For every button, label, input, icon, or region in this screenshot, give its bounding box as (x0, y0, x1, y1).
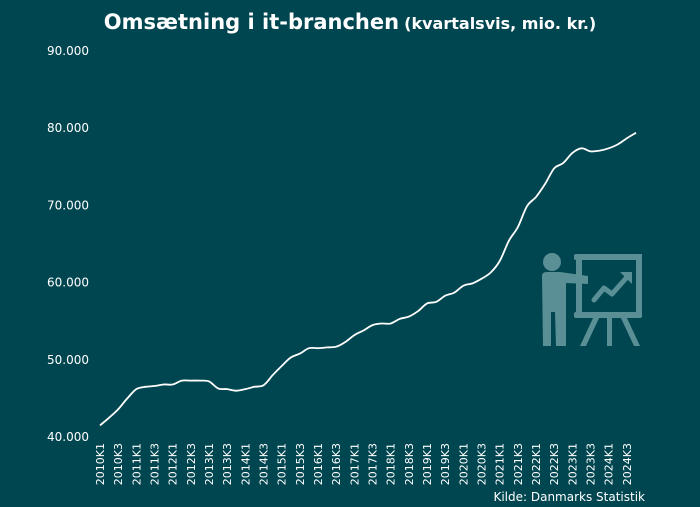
presentation-icon (542, 253, 642, 346)
x-tick-label: 2022K3 (548, 443, 561, 485)
x-tick-label: 2018K3 (403, 443, 416, 485)
source-note: Kilde: Danmarks Statistik (493, 490, 645, 504)
y-tick-label: 40.000 (47, 430, 89, 444)
x-tick-label: 2016K1 (312, 443, 325, 485)
x-tick-label: 2015K1 (276, 443, 289, 485)
x-tick-label: 2021K1 (494, 443, 507, 485)
x-tick-label: 2010K3 (112, 443, 125, 485)
x-tick-label: 2010K1 (94, 443, 107, 485)
series-layer (99, 132, 637, 427)
x-tick-label: 2024K3 (621, 443, 634, 485)
x-tick-label: 2013K3 (221, 443, 234, 485)
y-tick-label: 90.000 (47, 44, 89, 58)
x-tick-label: 2022K1 (530, 443, 543, 485)
x-tick-label: 2017K3 (367, 443, 380, 485)
x-tick-label: 2014K3 (258, 443, 271, 485)
x-tick-label: 2023K1 (566, 443, 579, 485)
x-tick-label: 2011K3 (149, 443, 162, 485)
x-tick-label: 2013K1 (203, 443, 216, 485)
x-tick-label: 2024K1 (603, 443, 616, 485)
x-tick-label: 2017K1 (348, 443, 361, 485)
y-tick-label: 70.000 (47, 198, 89, 212)
chart-title-main: Omsætning i it-branchen (103, 10, 400, 34)
series-line-omsaetning (99, 132, 637, 427)
x-axis: 2010K1 2010K3 2011K1 2011K3 2012K1 2012K3 2013… (94, 443, 634, 485)
x-tick-label: 2014K1 (239, 443, 252, 485)
x-tick-label: 2011K1 (130, 443, 143, 485)
y-tick-label: 80.000 (47, 121, 89, 135)
x-tick-label: 2019K3 (439, 443, 452, 485)
chart-subtitle: (kvartalsvis, mio. kr.) (404, 14, 597, 33)
y-tick-label: 50.000 (47, 353, 89, 367)
y-axis: 40.000 50.000 60.000 70.000 80.000 90.000 (47, 44, 89, 444)
y-tick-label: 60.000 (47, 276, 89, 290)
x-tick-label: 2018K1 (385, 443, 398, 485)
x-tick-label: 2012K3 (185, 443, 198, 485)
x-tick-label: 2016K3 (330, 443, 343, 485)
x-tick-label: 2019K1 (421, 443, 434, 485)
x-tick-label: 2020K1 (457, 443, 470, 485)
x-tick-label: 2023K3 (585, 443, 598, 485)
x-tick-label: 2021K3 (512, 443, 525, 485)
chart-title: Omsætning i it-branchen (kvartalsvis, mi… (0, 10, 700, 34)
x-tick-label: 2020K3 (476, 443, 489, 485)
x-tick-label: 2015K3 (294, 443, 307, 485)
x-tick-label: 2012K1 (167, 443, 180, 485)
